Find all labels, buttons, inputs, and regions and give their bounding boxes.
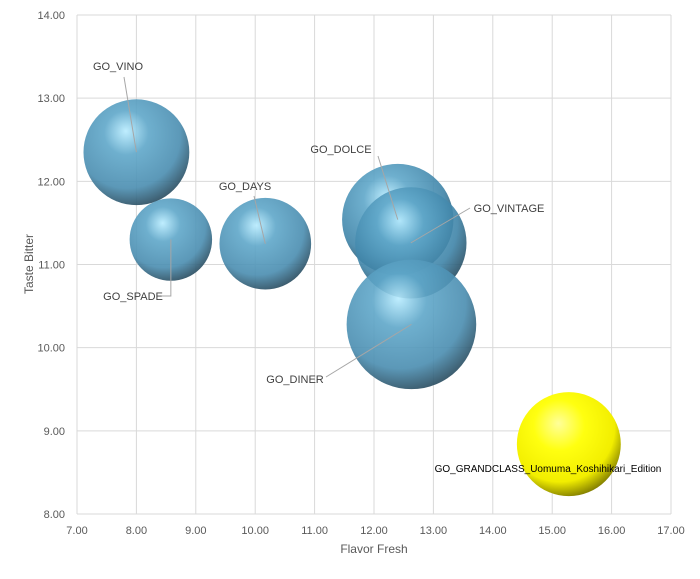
x-tick-label: 13.00 <box>420 525 448 537</box>
data-label: GO_SPADE <box>103 291 163 303</box>
x-tick-label: 14.00 <box>479 525 507 537</box>
x-tick-label: 17.00 <box>657 525 685 537</box>
leader-line <box>325 323 412 378</box>
x-tick-label: 12.00 <box>360 525 388 537</box>
bubbles <box>83 99 621 497</box>
leader-line <box>123 76 137 153</box>
leader-line <box>377 155 399 220</box>
leader-line <box>410 207 471 244</box>
x-axis-title: Flavor Fresh <box>340 542 407 556</box>
data-label: GO_DINER <box>266 374 324 386</box>
bubble-go-grandclass-uomuma-koshihikari-edition <box>516 392 621 497</box>
x-tick-label: 9.00 <box>185 525 206 537</box>
data-label: GO_DOLCE <box>310 144 371 156</box>
data-label: GO_VINTAGE <box>474 203 545 215</box>
tick-labels: 7.00 8.00 9.00 10.00 11.00 12.00 13.00 14.00 15.… <box>37 10 684 537</box>
y-tick-label: 8.00 <box>44 509 65 521</box>
x-tick-label: 7.00 <box>66 525 87 537</box>
y-tick-label: 11.00 <box>38 260 65 272</box>
x-tick-label: 11.00 <box>301 525 328 537</box>
x-tick-label: 16.00 <box>598 525 626 537</box>
y-axis-title: Taste Bitter <box>22 234 36 294</box>
data-labels: GO_VINO GO_SPADE GO_DAYS GO_DOLCE GO_VINTAGE… <box>93 61 661 475</box>
x-tick-label: 8.00 <box>126 525 147 537</box>
data-label: GO_VINO <box>93 61 144 73</box>
y-tick-label: 10.00 <box>37 343 65 355</box>
x-tick-label: 15.00 <box>538 525 566 537</box>
y-tick-label: 13.00 <box>37 93 65 105</box>
leader-line <box>162 239 172 297</box>
data-label: GO_GRANDCLASS_Uomuma_Koshihikari_Edition <box>435 464 662 475</box>
y-tick-label: 9.00 <box>44 426 65 438</box>
y-tick-label: 12.00 <box>37 176 65 188</box>
y-tick-label: 14.00 <box>37 10 65 22</box>
data-label: GO_DAYS <box>219 181 271 193</box>
x-tick-label: 10.00 <box>241 525 269 537</box>
leader-line <box>253 195 266 244</box>
